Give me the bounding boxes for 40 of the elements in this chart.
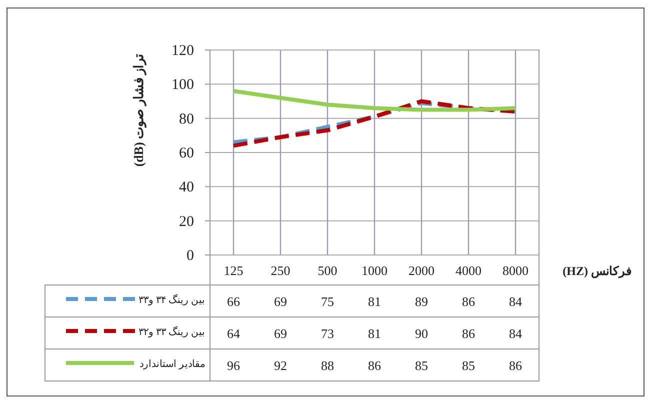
y-tick-label: 20 [179,214,194,230]
data-label: 64 [227,326,240,341]
y-tick-label: 100 [172,77,194,94]
data-label: 66 [227,294,240,309]
data-label: 89 [415,294,428,309]
y-tick-label: 80 [179,111,194,128]
y-axis-title: تراز فشار صوت (dB) [131,53,147,167]
x-tick-label: 250 [270,263,290,278]
data-label: 86 [462,326,476,341]
data-label: 75 [321,294,334,309]
data-label: 73 [321,326,334,341]
data-label: 90 [415,326,428,341]
x-tick-label: 500 [318,263,338,278]
data-label: 92 [274,358,287,373]
x-tick-label: 1000 [362,263,388,278]
data-label: 88 [321,358,334,373]
legend-label: مقادیر استاندارد [140,359,205,370]
data-label: 86 [462,294,476,309]
data-label: 85 [415,358,428,373]
data-label: 86 [509,358,522,373]
data-label: 84 [509,326,522,341]
y-tick-label: 0 [186,248,194,264]
x-tick-label: 125 [224,263,244,278]
data-label: 81 [368,326,381,341]
data-label: 81 [368,294,381,309]
legend-label: بین رینگ ۳۳ و۳۲ [138,326,205,338]
y-tick-label: 40 [179,180,194,196]
data-label: 86 [368,358,382,373]
x-tick-label: 2000 [408,263,434,278]
x-tick-label: 8000 [502,263,528,278]
data-label: 96 [227,358,240,373]
data-label: 69 [274,326,287,341]
x-tick-label: 4000 [456,263,482,278]
y-tick-label: 120 [172,43,194,59]
y-tick-label: 60 [179,146,194,162]
data-label: 84 [509,294,522,309]
legend-label: بین رینگ ۳۴ و۳۳ [138,294,205,306]
data-label: 69 [274,294,287,309]
x-axis-title: فرکانس (HZ) [562,264,632,279]
data-label: 85 [462,358,475,373]
